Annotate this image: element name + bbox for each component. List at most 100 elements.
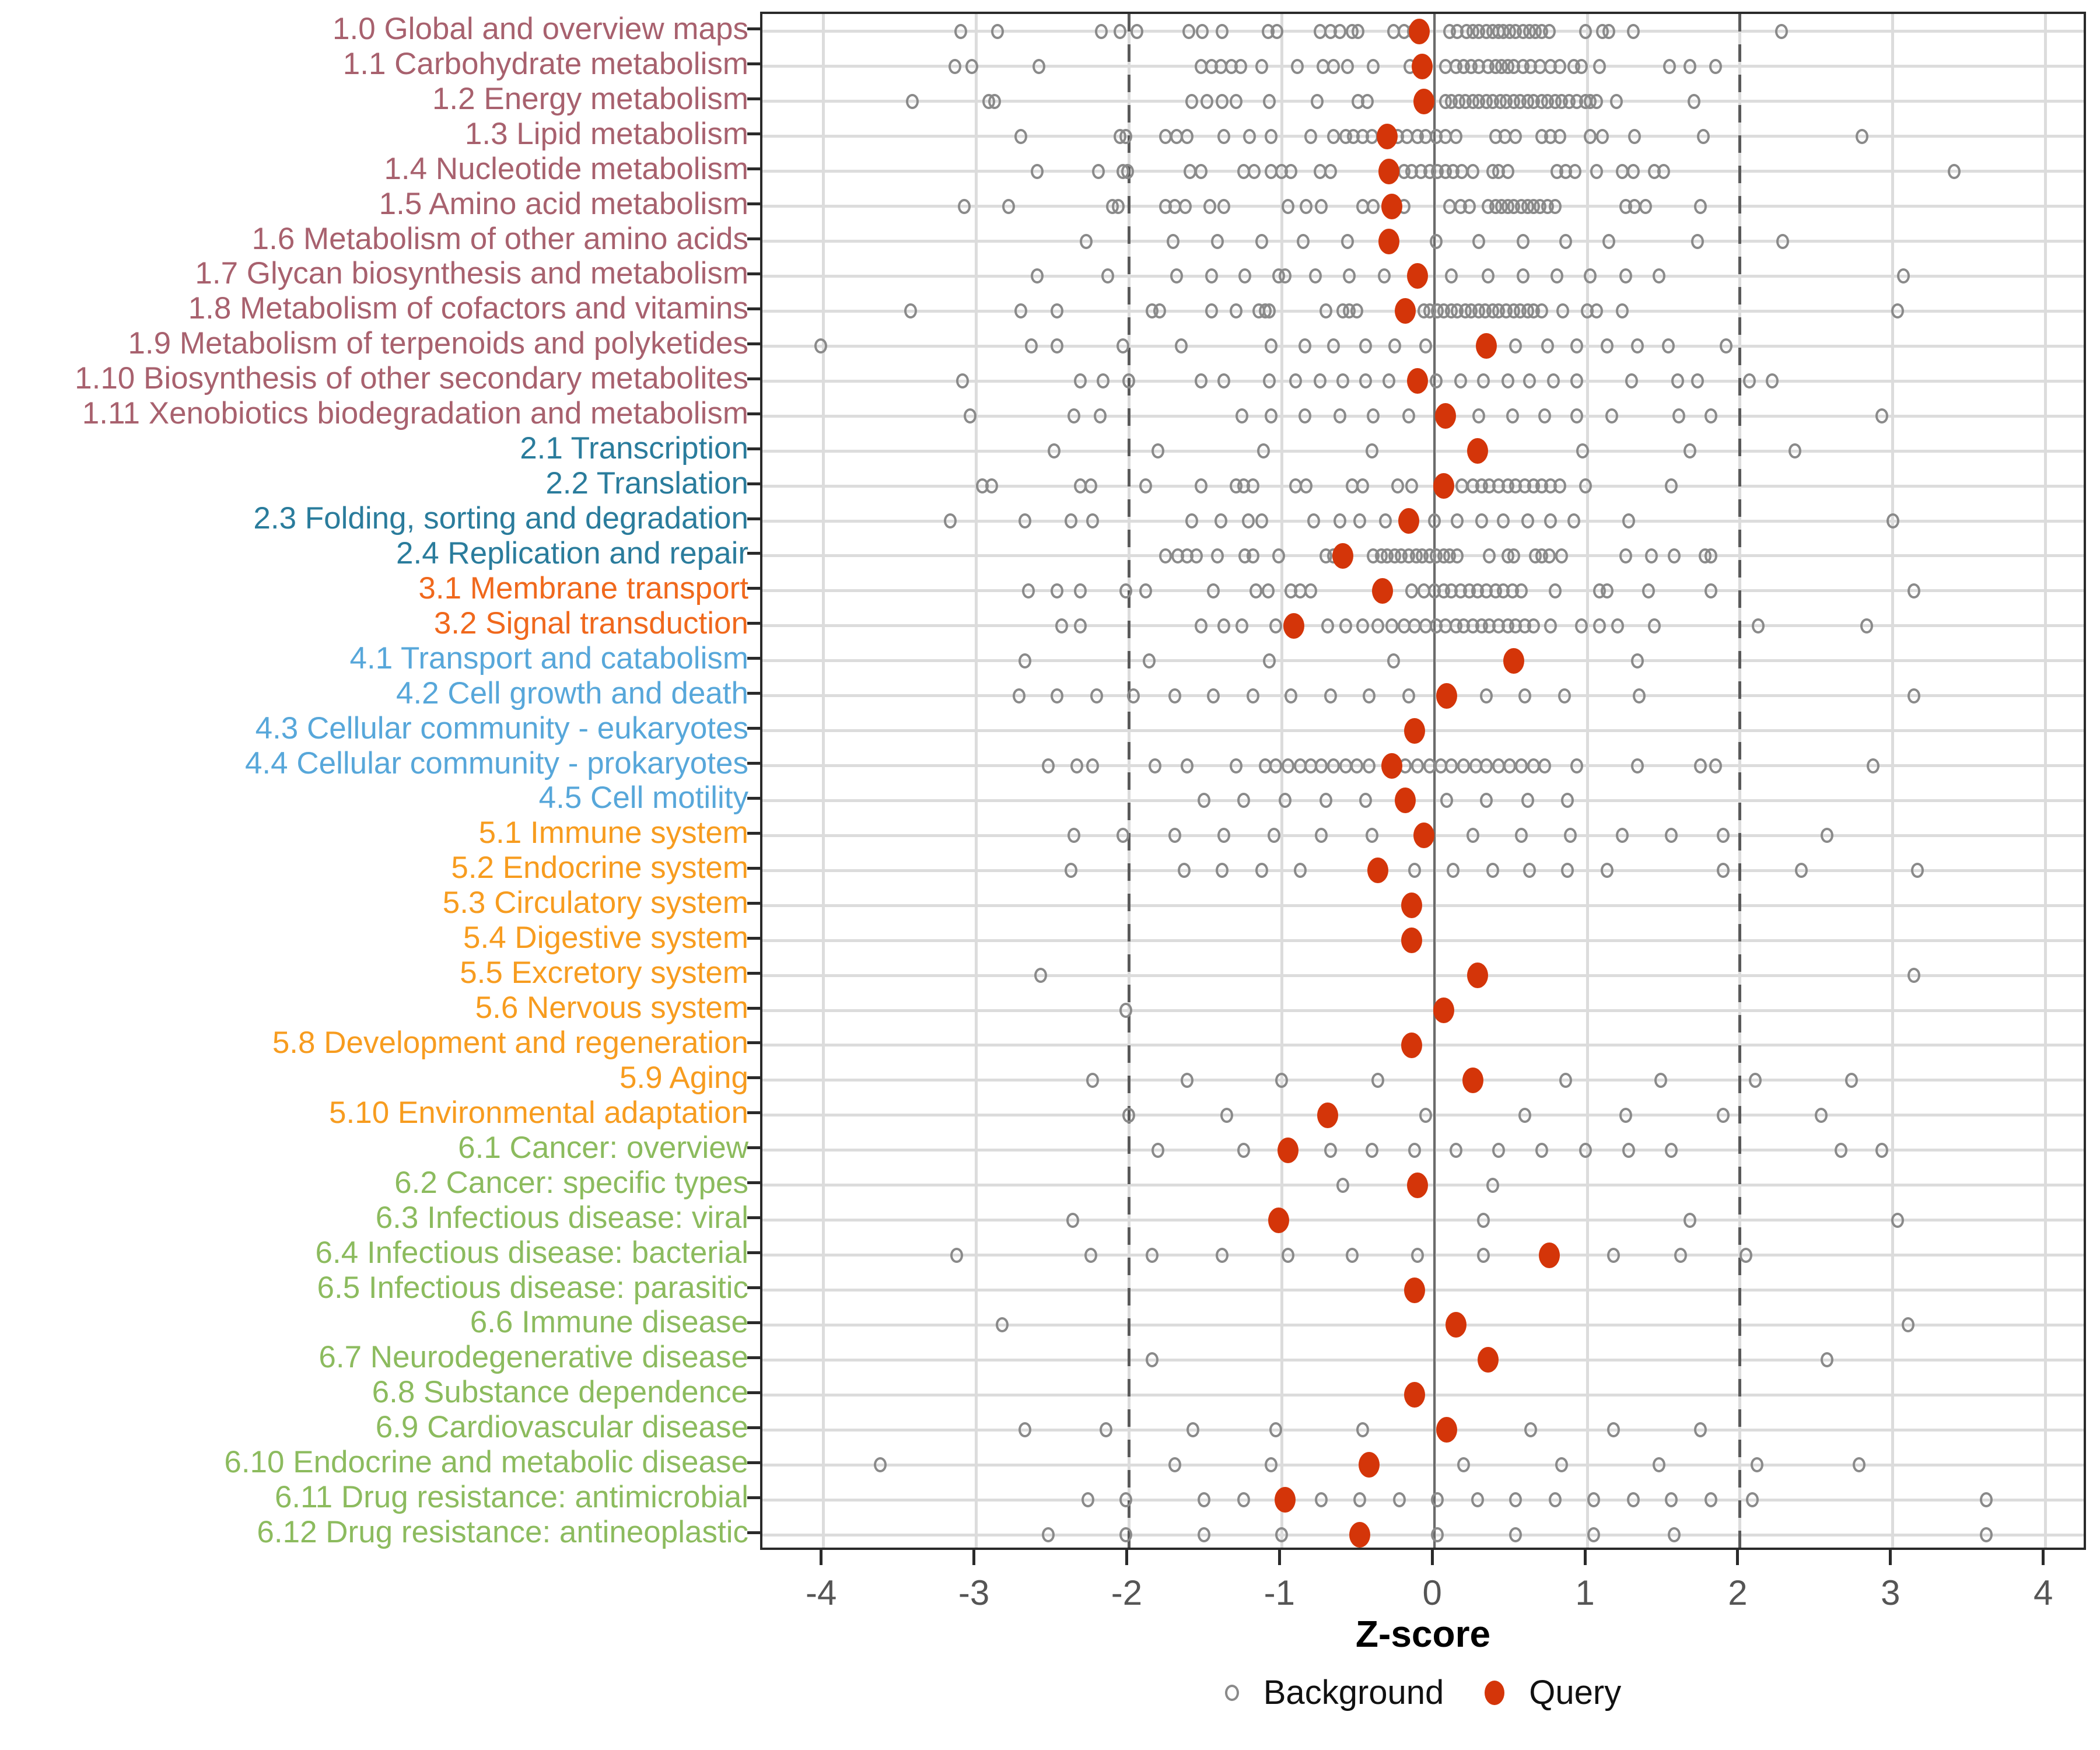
background-point [1321,618,1334,634]
row-gridline [762,414,2084,418]
background-point [1431,1492,1444,1508]
background-point [1553,128,1566,144]
background-point [1064,863,1077,878]
background-point [1024,338,1038,354]
background-point [1553,478,1566,494]
background-point [1466,828,1479,844]
background-point [1116,338,1129,354]
y-axis-tick [747,796,760,800]
background-point [1205,303,1218,319]
x-gridline [1586,14,1589,1548]
background-point [1672,408,1686,424]
background-point [1570,338,1583,354]
row-gridline [762,694,2084,698]
background-point [1119,583,1133,598]
background-point [1709,758,1723,774]
background-point [1359,793,1373,808]
category-label: 1.7 Glycan biosynthesis and metabolism [195,256,748,291]
background-point [1606,1422,1620,1438]
background-point [1653,1457,1666,1473]
background-point [1297,233,1310,249]
y-axis-tick [747,132,760,136]
y-axis-tick [747,1391,760,1394]
background-point [1765,373,1779,389]
y-axis-tick [747,27,760,31]
background-point [1601,863,1614,878]
row-gridline [762,939,2084,942]
background-point [1559,1072,1573,1088]
background-point [1642,583,1655,598]
background-point [1419,1107,1432,1123]
query-point [1358,1452,1380,1478]
y-axis-tick [747,552,760,555]
background-point [1561,863,1574,878]
background-point [1217,198,1230,214]
background-point [1509,1492,1522,1508]
background-point [1683,443,1696,459]
background-point [1217,128,1230,144]
row-gridline [762,1009,2084,1012]
query-point [1372,578,1394,604]
category-label: 4.3 Cellular community - eukaryotes [255,710,748,746]
background-point [1034,968,1047,984]
background-point [1466,163,1479,179]
background-point [1472,233,1486,249]
background-point [1454,373,1467,389]
background-point [1590,163,1603,179]
background-point [1270,23,1284,39]
query-point [1401,1032,1422,1058]
query-point [1401,928,1422,954]
background-point [1339,618,1353,634]
background-point [1576,443,1590,459]
background-point [991,23,1005,39]
background-point [1086,513,1099,528]
background-point [1371,618,1385,634]
background-point [1569,163,1582,179]
background-point [1749,1072,1762,1088]
legend-label-query: Query [1529,1674,1622,1712]
background-point [1742,373,1756,389]
category-label: 6.1 Cancer: overview [458,1130,748,1165]
background-point [1477,373,1490,389]
background-point [1031,163,1044,179]
category-label: 1.1 Carbohydrate metabolism [342,46,748,81]
query-point [1407,368,1429,394]
background-point [1021,583,1035,598]
background-point [1446,863,1460,878]
row-gridline [762,799,2084,802]
background-point [1897,268,1910,284]
background-point [1249,583,1262,598]
y-axis-tick [747,202,760,206]
background-point [1431,1527,1444,1543]
background-point [1186,1422,1200,1438]
background-point [1750,1457,1763,1473]
y-axis-tick [747,866,760,870]
background-point [1340,233,1354,249]
background-point [1538,408,1551,424]
y-axis-tick [747,1531,760,1534]
background-point [1263,653,1276,668]
background-point [1497,513,1510,528]
background-point [1388,338,1402,354]
x-axis-tick-label: 1 [1575,1573,1595,1612]
background-point [1333,513,1346,528]
background-point [1654,1072,1667,1088]
background-point [1217,618,1230,634]
background-point [1139,478,1153,494]
background-point [1167,233,1180,249]
background-point [1308,268,1322,284]
background-point [1506,408,1519,424]
y-axis-tick [747,167,760,171]
y-axis-tick [747,971,760,975]
background-point [1090,688,1104,704]
background-point [1674,1247,1687,1263]
background-point [1014,128,1027,144]
row-gridline [762,1219,2084,1222]
background-point [1553,58,1566,74]
query-point [1503,648,1525,674]
background-point [1611,618,1625,634]
background-point [1609,93,1623,109]
background-point [1356,1422,1370,1438]
row-gridline [762,240,2084,243]
background-point [1690,373,1704,389]
